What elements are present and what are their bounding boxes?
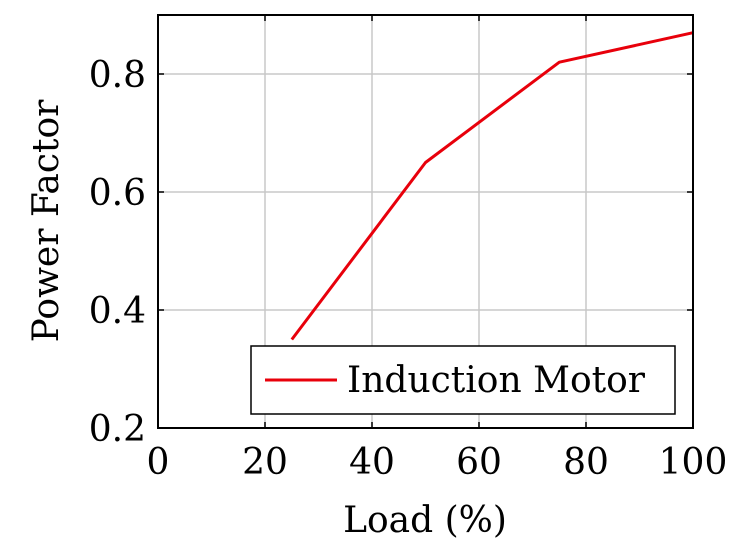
y-tick-label: 0.4 — [89, 291, 146, 332]
plot-frame — [157, 14, 694, 429]
x-tick-label: 100 — [659, 442, 728, 483]
legend-label-induction-motor: Induction Motor — [347, 360, 646, 401]
x-tick-label: 0 — [147, 442, 170, 483]
y-tick-label: 0.6 — [89, 173, 146, 214]
legend: Induction Motor — [250, 345, 676, 415]
y-axis-title: Power Factor — [26, 99, 67, 343]
axis-ticks — [157, 15, 694, 429]
x-tick-label: 80 — [563, 442, 609, 483]
x-tick-label: 60 — [456, 442, 502, 483]
series-line-induction-motor — [290, 31, 694, 341]
y-tick-label: 0.2 — [89, 409, 146, 450]
x-tick-label: 20 — [242, 442, 288, 483]
series-layer — [290, 31, 694, 341]
x-tick-label: 40 — [349, 442, 395, 483]
y-tick-label: 0.8 — [89, 55, 146, 96]
x-tick-labels: 0 20 40 60 80 100 — [147, 442, 728, 483]
x-axis-title: Load (%) — [343, 500, 507, 541]
y-tick-labels: 0.2 0.4 0.6 0.8 — [89, 55, 146, 450]
